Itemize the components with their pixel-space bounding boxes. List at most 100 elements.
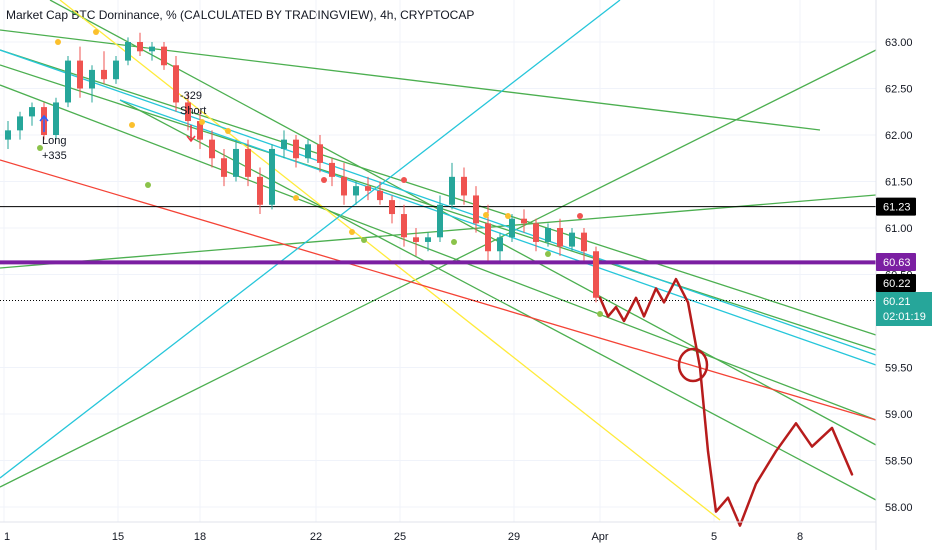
candle-body-42 (509, 218, 515, 238)
intersection-circle (677, 347, 709, 383)
candle-body-29 (353, 186, 359, 196)
signal-dot-11 (361, 237, 367, 243)
candle-body-13 (161, 46, 167, 66)
candle-19 (233, 139, 239, 182)
candle-body-47 (569, 232, 575, 247)
candle-2 (29, 102, 35, 126)
candle-body-36 (437, 204, 443, 238)
candle-body-4 (53, 102, 59, 135)
candle-body-41 (497, 237, 503, 252)
price-tick-3: 61.50 (885, 177, 913, 189)
candle-body-38 (461, 176, 467, 196)
candle-22 (269, 144, 275, 210)
candle-4 (53, 97, 59, 140)
trendline-10 (0, 0, 621, 479)
candle-body-12 (149, 46, 155, 52)
long-arrow-icon (39, 114, 49, 132)
candle-body-27 (329, 162, 335, 177)
candle-29 (353, 181, 359, 205)
candle-body-45 (545, 228, 551, 242)
long-label: Long (42, 135, 66, 147)
signal-dot-1 (93, 29, 99, 35)
candle-body-25 (305, 144, 311, 159)
signal-dot-17 (577, 213, 583, 219)
price-tick-4: 61.00 (885, 223, 913, 235)
trendline-1 (0, 49, 877, 336)
price-badge-label-2: 60.22 (883, 278, 911, 290)
time-tick-1: 15 (112, 531, 124, 543)
candle-body-9 (113, 60, 119, 80)
candle-38 (461, 167, 467, 205)
candle-body-33 (401, 214, 407, 238)
candle-body-46 (557, 228, 563, 247)
signal-dot-6 (349, 229, 355, 235)
candle-body-10 (125, 42, 131, 61)
time-tick-4: 25 (394, 531, 406, 543)
candle-body-15 (185, 102, 191, 122)
candle-35 (425, 232, 431, 252)
trendline-0 (0, 29, 821, 131)
candle-17 (209, 130, 215, 168)
candle-30 (365, 176, 371, 201)
candle-39 (473, 186, 479, 233)
signal-dot-15 (321, 177, 327, 183)
trendline-3 (0, 84, 877, 421)
projection-path (598, 277, 854, 527)
price-badge-bg-2 (876, 274, 916, 292)
signal-dot-3 (199, 119, 205, 125)
signal-dot-9 (37, 145, 43, 151)
trendline-8 (59, 0, 721, 521)
candle-body-19 (233, 148, 239, 177)
signal-dot-7 (483, 212, 489, 218)
candle-body-35 (425, 237, 431, 242)
candle-body-5 (65, 60, 71, 103)
price-tick-8: 58.50 (885, 456, 913, 468)
price-badge-label-1: 60.63 (883, 257, 911, 269)
candle-42 (509, 214, 515, 242)
price-badge-bg-1 (876, 253, 916, 271)
candle-18 (221, 148, 227, 187)
candle-body-28 (341, 176, 347, 196)
candle-26 (317, 135, 323, 173)
candle-9 (113, 55, 119, 84)
candle-27 (329, 158, 335, 187)
trendline-12 (119, 99, 877, 366)
candle-body-20 (245, 148, 251, 177)
time-tick-2: 18 (194, 531, 206, 543)
candle-5 (65, 55, 71, 108)
trendline-7 (0, 49, 877, 488)
candle-10 (125, 37, 131, 66)
candle-body-30 (365, 186, 371, 191)
signal-dot-13 (545, 251, 551, 257)
price-badge-bg-0 (876, 197, 916, 216)
candle-body-14 (173, 65, 179, 103)
candle-8 (101, 51, 107, 84)
trendline-11 (0, 49, 877, 356)
candle-body-40 (485, 223, 491, 252)
price-tick-9: 58.00 (885, 502, 913, 514)
time-axis[interactable]: 1 15 18 22 25 29 Apr 5 8 (0, 521, 876, 543)
candle-body-48 (581, 232, 587, 252)
signal-dot-14 (597, 311, 603, 317)
candle-body-6 (77, 60, 83, 89)
candle-body-23 (281, 139, 287, 149)
candle-34 (413, 228, 419, 256)
candle-13 (161, 42, 167, 70)
candle-36 (437, 195, 443, 242)
price-badge-1: 60.63 (876, 253, 916, 271)
trendline-5 (49, 0, 877, 446)
time-tick-7: 5 (711, 531, 717, 543)
current-price-badge: 60.21 02:01:19 (876, 292, 932, 326)
candle-body-8 (101, 69, 107, 80)
time-tick-0: 1 (4, 531, 10, 543)
signal-dot-16 (401, 177, 407, 183)
candle-body-17 (209, 139, 215, 159)
signal-dot-0 (55, 39, 61, 45)
candle-41 (497, 232, 503, 261)
price-tick-1: 62.50 (885, 84, 913, 96)
candle-46 (557, 218, 563, 256)
candle-14 (173, 55, 179, 112)
current-price-label: 60.21 (883, 296, 911, 308)
candle-7 (89, 65, 95, 103)
